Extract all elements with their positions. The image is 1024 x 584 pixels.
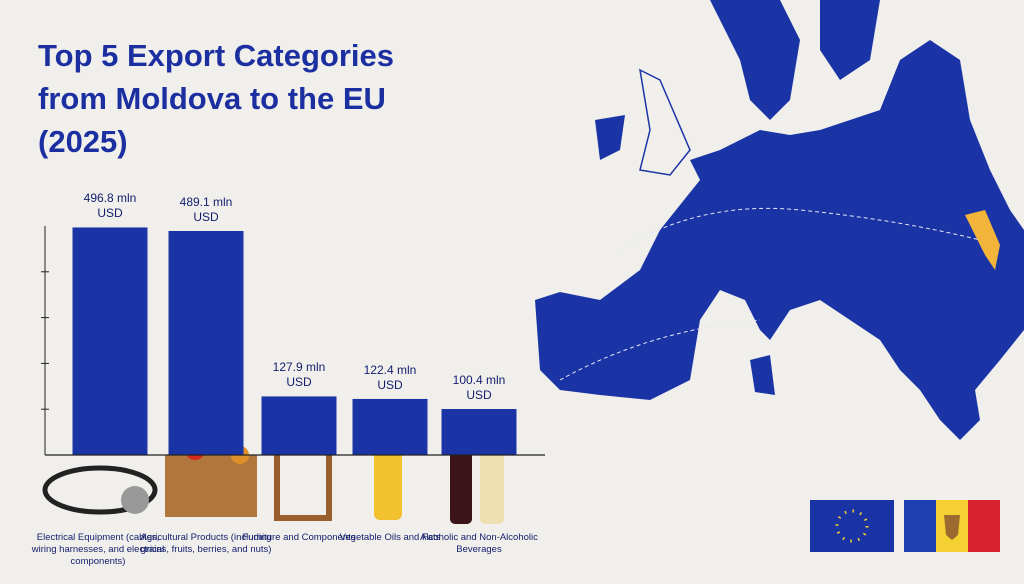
category-label: Agricultural Products (including grains,… [140, 532, 272, 555]
bar [352, 398, 428, 455]
europe-map [535, 0, 1024, 440]
value-label: 127.9 mln USD [272, 360, 326, 390]
bar [261, 396, 337, 455]
bar [441, 409, 517, 455]
value-label: 122.4 mln USD [363, 362, 417, 392]
value-label: 100.4 mln USD [452, 373, 506, 403]
moldova-flag [904, 500, 1000, 552]
category-label: Vegetable Oils and Fats [339, 532, 441, 543]
category-label: Alcoholic and Non-Alcoholic Beverages [420, 532, 538, 555]
chart-title: Top 5 Export Categories from Moldova to … [38, 38, 394, 159]
category-label: Electrical Equipment (cables, wiring har… [31, 532, 165, 567]
bar [72, 227, 148, 455]
category-label: Furniture and Components [242, 532, 356, 543]
value-label: 496.8 mln USD [83, 191, 137, 221]
bar [168, 230, 244, 455]
eu-flag [810, 500, 894, 552]
value-label: 489.1 mln USD [179, 194, 233, 224]
